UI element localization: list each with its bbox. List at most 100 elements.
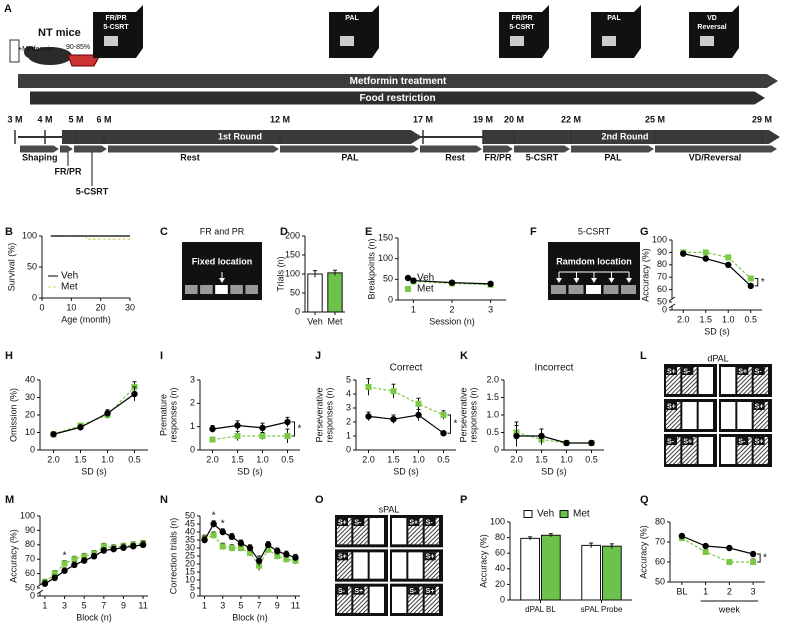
window [245,285,258,294]
chamber [329,5,379,58]
chamber [689,5,739,58]
window-tag [424,518,436,526]
chamber-screen [700,36,714,46]
marker [104,410,111,417]
series-line [368,414,444,434]
y-tick-label: 3 [190,374,195,384]
window-label: S+ [755,403,764,410]
window [369,552,384,579]
mouse-head [24,46,36,58]
window-tag [737,437,749,445]
x-tick-label: 5 [82,600,87,610]
window-tag [753,437,765,445]
y-tick-label: 50 [25,582,35,592]
y-axis-label: responses (n) [324,387,334,442]
x-tick-label: Met [327,316,343,326]
marker [264,541,272,548]
y-axis-label: Accuracy (%) [478,534,488,588]
round-label: 1st Round [218,131,262,141]
schematic-title: dPAL [707,353,728,363]
phase-arrow [420,145,482,153]
panel-label: O [315,494,324,506]
y-axis-label: Premature [158,394,168,436]
panel-label: B [5,226,13,238]
chamber-label: Reversal [697,24,726,31]
marker [130,543,137,550]
marker [588,439,595,447]
x-tick-label: 11 [291,600,300,610]
window-label: S- [409,588,417,595]
y-axis-label: responses (n) [468,387,478,442]
window [721,437,736,464]
arrow-head [591,278,597,283]
window-label: S+ [354,588,363,595]
y-tick-label: 0 [30,590,35,600]
window [215,285,228,294]
series-line [53,386,135,435]
y-tick-label: 40 [185,526,195,536]
marker [81,553,88,560]
legend-label: Met [573,509,590,520]
y-axis-label: Correction trials (n) [168,518,178,595]
y-tick-label: 150 [378,232,393,242]
x-tick-label: 2 [449,304,454,314]
marker [234,433,241,439]
significance-bracket [757,553,761,563]
y-tick-label: 30 [25,392,35,402]
bar [307,273,323,313]
x-tick-label: 3 [220,600,225,610]
mouse [28,47,72,65]
phase-arrow [74,145,107,153]
y-tick-label: 1 [190,421,195,431]
window [230,285,243,294]
y-tick-label: 15 [185,566,195,576]
window-label: S+ [338,554,347,561]
y-axis-label: Trials (n) [275,256,285,291]
window [586,285,601,294]
phase-arrow [280,145,419,153]
window-label: S+ [426,554,435,561]
x-group-label: week [718,604,741,614]
x-tick-label: 1.5 [231,454,244,464]
window-label: S- [426,519,434,526]
x-tick-label: sPAL Probe [581,605,623,614]
marker [274,548,281,555]
phase-label: FR/PR [55,166,83,176]
month-label: 22 M [561,114,581,124]
axis-break [668,296,676,302]
x-tick-label: 2.0 [677,314,690,324]
treatment-bar [18,74,778,88]
chamber-label: 5-CSRT [103,24,129,31]
window-label: S- [338,588,346,595]
window [551,285,566,294]
x-tick-label: 1 [703,586,708,596]
marker [110,545,117,553]
significance: * [454,419,458,430]
marker [448,279,456,286]
x-tick-label: 3 [488,304,493,314]
y-axis-label: Breakpoints (n) [366,238,376,299]
window [392,552,407,579]
x-tick-label: 7 [257,600,262,610]
y-tick-label: 100 [490,516,505,526]
y-tick-label: 70 [25,554,35,564]
x-tick-label: BL [676,586,687,596]
chamber-label: PAL [607,15,621,22]
marker [120,544,127,551]
y-tick-label: 40 [25,374,35,384]
window-label: S- [683,368,691,375]
marker [90,553,98,560]
marker [440,430,447,437]
chamber-label: PAL [345,15,359,22]
window [737,402,752,429]
x-tick-label: 0.5 [437,454,450,464]
phase-label: 5-CSRT [76,186,109,196]
window [603,285,619,294]
marker [41,580,49,587]
x-tick-label: 1.5 [535,454,548,464]
window [200,285,213,294]
x-tick-label: 1.0 [412,454,425,464]
x-tick-label: 2.0 [362,454,375,464]
x-axis-label: Block (n) [232,612,268,622]
y-axis-label: Perseverative [458,387,468,442]
